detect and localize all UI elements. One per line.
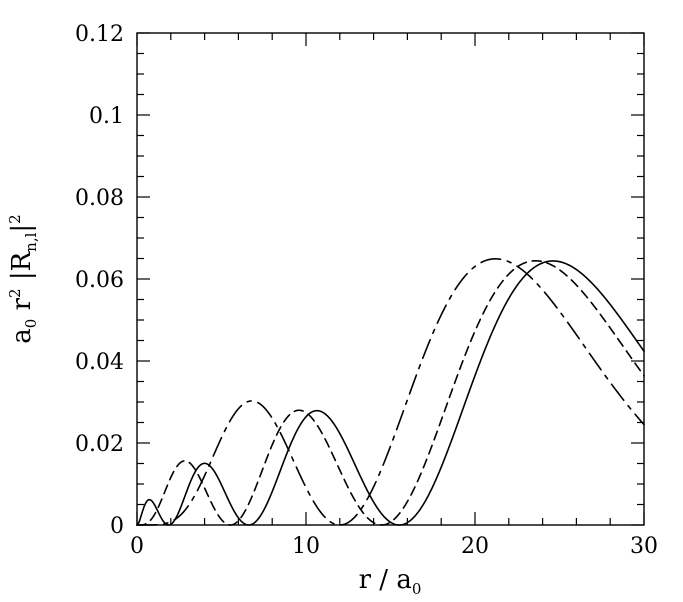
y-tick-label: 0.04 — [75, 350, 124, 375]
series-solid-line — [136, 260, 645, 526]
series-long-dash-line — [136, 258, 645, 526]
y-tick-label: 0 — [110, 514, 124, 539]
x-tick-label: 20 — [461, 534, 489, 559]
plot-frame — [136, 32, 645, 526]
y-tick-label: 0.02 — [75, 432, 124, 457]
axis-tick-labels: 0 10 20 30 0 0.02 0.04 0.06 0.08 0.1 0.12 — [75, 22, 658, 559]
x-axis-label: r / a0 — [359, 565, 422, 598]
y-tick-label: 0.12 — [75, 22, 124, 47]
y-tick-label: 0.1 — [89, 104, 124, 129]
x-tick-label: 30 — [630, 534, 658, 559]
series-dashed-line — [136, 259, 645, 526]
y-axis-label: a0 r2 |Rn,l|2 — [6, 214, 40, 343]
curves — [136, 258, 645, 526]
x-tick-label: 10 — [292, 534, 320, 559]
x-tick-label: 0 — [130, 534, 144, 559]
y-tick-label: 0.06 — [75, 268, 124, 293]
axis-ticks — [136, 32, 645, 526]
y-tick-label: 0.08 — [75, 186, 124, 211]
